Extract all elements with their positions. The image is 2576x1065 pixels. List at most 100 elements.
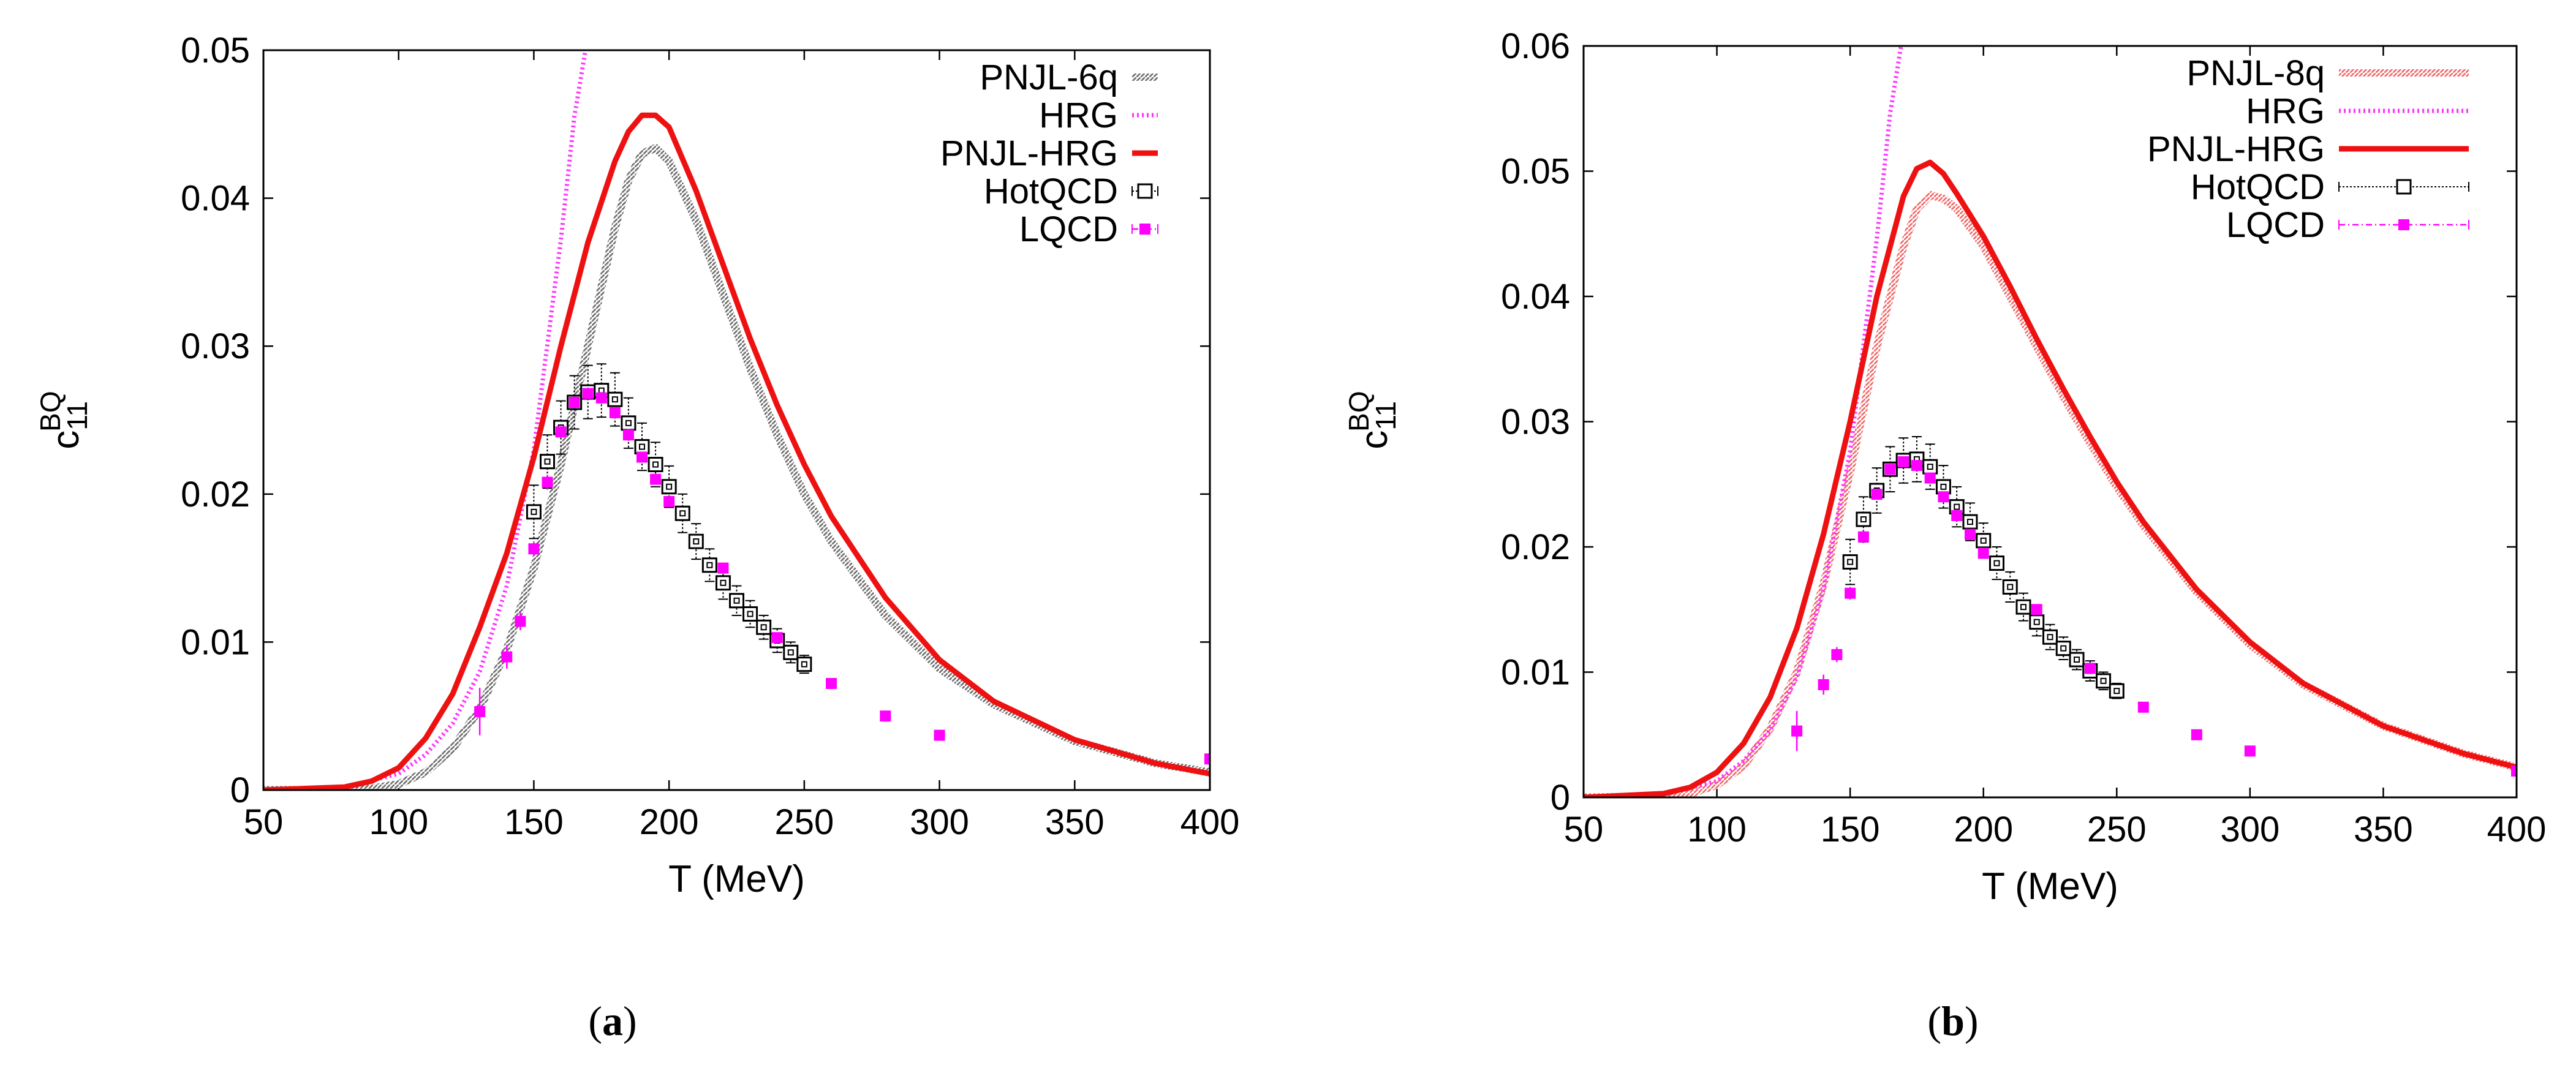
hotqcd-point-inner [2020, 604, 2026, 611]
caption-a-close: ) [623, 998, 637, 1044]
hotqcd-point-inner [693, 538, 700, 545]
x-tick-label: 250 [2087, 810, 2147, 849]
hotqcd-point [2055, 641, 2071, 657]
hotqcd-point [1962, 514, 1978, 530]
hotqcd-point [634, 438, 650, 454]
lqcd-point [528, 543, 540, 555]
series-pnjl-6q-line [263, 144, 1210, 790]
y-tick-label: 0.03 [181, 326, 250, 366]
hotqcd-point [1842, 554, 1858, 570]
hotqcd-point-inner [2033, 619, 2040, 625]
y-tick-label: 0 [230, 770, 250, 810]
hotqcd-point [2015, 599, 2031, 615]
x-tick-label: 400 [2487, 810, 2547, 849]
caption-b: (b) [1927, 998, 1978, 1044]
hotqcd-point [674, 505, 690, 521]
hotqcd-point [540, 454, 555, 470]
hotqcd-point-inner [747, 611, 754, 617]
hotqcd-point-inner [625, 420, 632, 426]
x-tick-label: 150 [1821, 810, 1880, 849]
hotqcd-point [526, 504, 542, 520]
legend-label-hotqcd: HotQCD [984, 171, 1118, 211]
hotqcd-point [742, 606, 758, 622]
lqcd-point [474, 706, 486, 717]
y-axis-label-sub: 11 [1370, 401, 1402, 431]
lqcd-point [1845, 587, 1856, 599]
x-tick-label: 250 [774, 802, 834, 842]
y-tick-label: 0.02 [1501, 527, 1570, 567]
series-hrg-line [263, 50, 588, 790]
hotqcd-point-inner [2060, 645, 2067, 652]
lqcd-point [1911, 460, 1922, 472]
hotqcd-point [2029, 614, 2045, 630]
hotqcd-point [1989, 555, 2004, 571]
y-tick-label: 0.01 [1501, 653, 1570, 693]
y-tick-label: 0.01 [181, 622, 250, 662]
hotqcd-point-inner [2100, 677, 2107, 684]
caption-a-open: ( [588, 998, 602, 1044]
hotqcd-point-inner [611, 396, 618, 403]
hotqcd-point [2109, 683, 2125, 699]
hotqcd-point [648, 456, 663, 472]
hotqcd-point-inner [1966, 519, 1973, 525]
hotqcd-point-inner [1993, 560, 2000, 566]
hotqcd-point-inner [2074, 657, 2080, 663]
caption-b-close: ) [1965, 998, 1979, 1044]
caption-b-letter: b [1941, 998, 1965, 1044]
lqcd-point [934, 729, 945, 741]
lqcd-point [568, 397, 580, 408]
caption-a-letter: a [602, 998, 623, 1044]
lqcd-point [2084, 663, 2096, 674]
hotqcd-point [2042, 629, 2058, 645]
hotqcd-point-inner [639, 443, 645, 450]
y-axis-label-sup: BQ [1343, 391, 1375, 431]
y-axis-label-sup: BQ [34, 391, 66, 431]
hotqcd-point [1922, 459, 1938, 475]
legend-label-pnjl-6q: PNJL-6q [980, 58, 1118, 97]
hotqcd-point-inner [1980, 537, 1987, 544]
legend-label-pnjl-8q: PNJL-8q [2186, 53, 2325, 93]
plot-frame [1582, 45, 2518, 799]
lqcd-point [555, 426, 567, 438]
y-axis-label-main: c [1353, 431, 1396, 450]
legend-label-hrg: HRG [1039, 96, 1118, 135]
hotqcd-point [796, 657, 812, 672]
hotqcd-point [688, 533, 704, 549]
hotqcd-point-inner [1927, 464, 1933, 470]
hotqcd-point-inner [666, 483, 673, 490]
lqcd-point [650, 473, 662, 485]
lqcd-point [880, 710, 891, 722]
lqcd-point [826, 678, 837, 690]
hotqcd-point-inner [679, 510, 686, 517]
hotqcd-point [783, 644, 799, 660]
y-axis-label: c11BQ [1343, 391, 1402, 449]
caption-a: (a) [588, 998, 636, 1044]
lqcd-point [582, 388, 594, 399]
legend-label-lqcd: LQCD [2226, 205, 2325, 245]
x-tick-label: 50 [1564, 810, 1604, 849]
hotqcd-point [2002, 579, 2018, 595]
hotqcd-point-inner [544, 458, 551, 465]
hotqcd-point [701, 557, 717, 573]
series-pnjl-hrg-line [1584, 159, 2517, 797]
lqcd-point [2137, 701, 2149, 713]
hotqcd-point-inner [787, 649, 794, 656]
hotqcd-point [715, 575, 731, 591]
x-tick-label: 350 [1045, 802, 1105, 842]
hotqcd-point-inner [760, 624, 767, 631]
plot-frame [262, 49, 1211, 791]
hotqcd-point [756, 619, 772, 635]
lqcd-point [515, 615, 526, 627]
hotqcd-point-inner [801, 661, 807, 668]
x-tick-label: 100 [369, 802, 428, 842]
lqcd-point [2244, 745, 2256, 757]
y-tick-label: 0.03 [1501, 402, 1570, 442]
hotqcd-point [729, 593, 744, 609]
legend-label-hrg: HRG [2246, 91, 2325, 131]
panel-b: 50 100 150 200 250 300 350 400 0 0.01 0.02 0.03 0.04… [1343, 26, 2547, 908]
y-tick-label: 0.02 [181, 475, 250, 514]
hotqcd-point-inner [2007, 584, 2014, 590]
hotqcd-point [607, 391, 623, 407]
lqcd-point [622, 429, 634, 441]
